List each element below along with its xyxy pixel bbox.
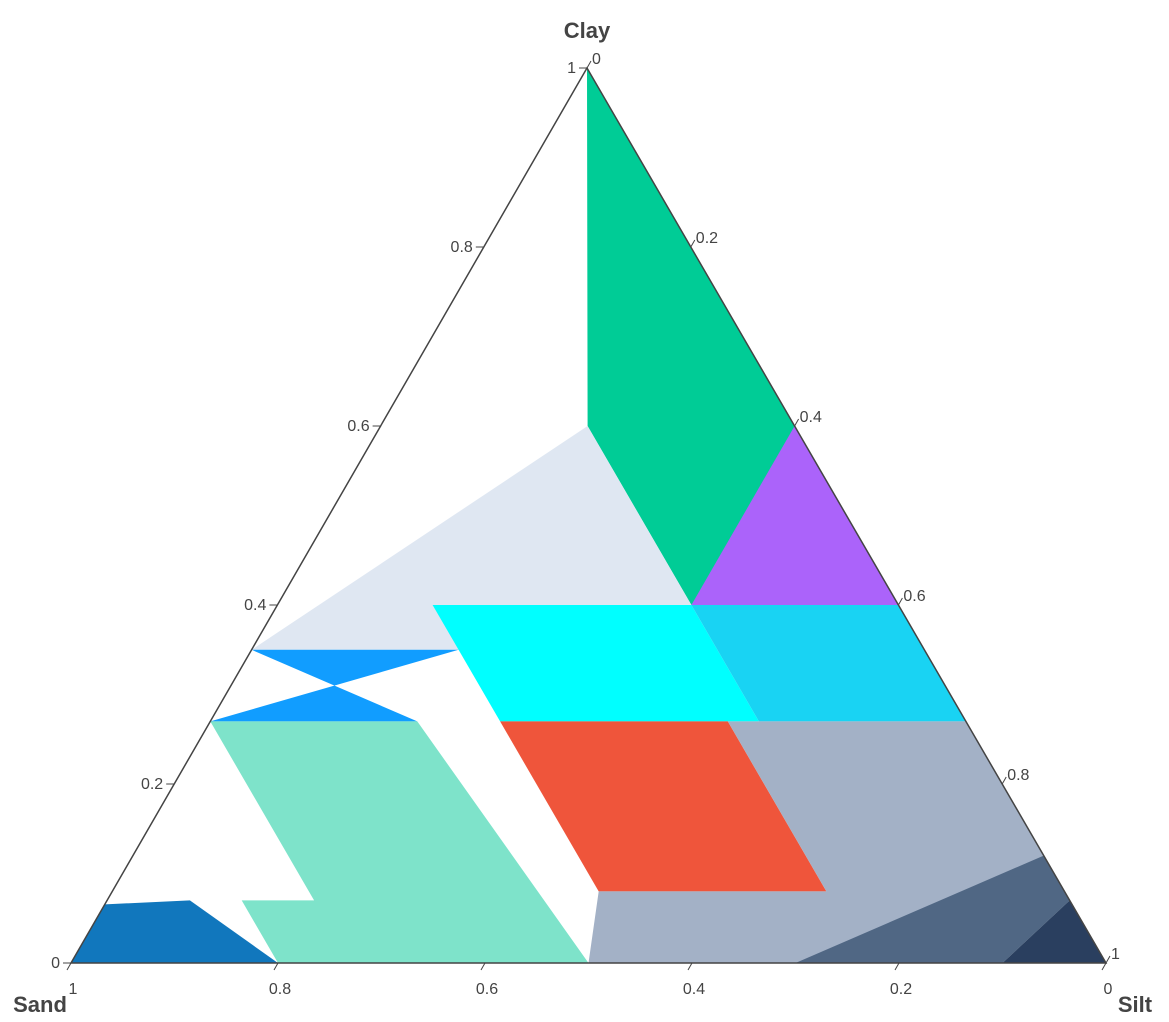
axis-title-sand: Sand xyxy=(13,992,67,1017)
silt-tick-mark xyxy=(1001,776,1007,785)
clay-tick-label: 0.4 xyxy=(244,597,266,614)
sand-tick-mark xyxy=(687,962,693,971)
clay-tick-label: 0.2 xyxy=(141,776,163,793)
region-silt xyxy=(795,855,1070,963)
silt-tick-mark xyxy=(690,239,696,248)
region-sandy-clay-loam xyxy=(210,649,459,722)
sand-tick-label: 0.8 xyxy=(269,981,291,998)
silt-tick-label: 0 xyxy=(592,51,601,68)
silt-tick-mark xyxy=(897,597,903,606)
soil-regions xyxy=(71,68,1106,963)
triangle-outline xyxy=(69,66,1108,964)
axis-title-silt: Silt xyxy=(1118,992,1153,1017)
region-loamy-sand xyxy=(71,900,278,963)
axis-title-clay: Clay xyxy=(564,18,611,43)
silt-tick-mark xyxy=(1105,955,1111,964)
silt-tick-label: 0.6 xyxy=(903,588,925,605)
region-sandy-loam xyxy=(210,721,589,963)
region-silty-clay-loam xyxy=(691,605,966,722)
tick-group: 0 0 0 0.2 0.2 0.2 0.4 0.4 0.4 0.6 0.6 0.6 0.8 0.8 0.8 1… xyxy=(51,51,1120,998)
clay-tick-label: 0.6 xyxy=(347,418,369,435)
silt-tick-label: 0.2 xyxy=(696,230,718,247)
sand-tick-mark xyxy=(66,962,72,971)
silt-tick-label: 0.8 xyxy=(1007,767,1029,784)
clay-tick-label: 1 xyxy=(567,60,576,77)
region-silt-loam xyxy=(588,721,1044,963)
sand-tick-label: 0 xyxy=(1104,981,1113,998)
region-silty-clay xyxy=(691,426,899,605)
sand-tick-mark xyxy=(894,962,900,971)
clay-tick-label: 0.8 xyxy=(451,239,473,256)
sand-tick-mark xyxy=(273,962,279,971)
sand-tick-label: 0.2 xyxy=(890,981,912,998)
region-loam xyxy=(500,721,827,892)
region-sandy-clay xyxy=(251,426,692,650)
silt-tick-label: 1 xyxy=(1111,946,1120,963)
region-silt-pure xyxy=(1002,900,1106,963)
sand-tick-label: 0.6 xyxy=(476,981,498,998)
sand-tick-mark xyxy=(480,962,486,971)
sand-tick-label: 0.4 xyxy=(683,981,705,998)
silt-tick-mark xyxy=(586,60,592,69)
sand-tick-label: 1 xyxy=(69,981,78,998)
region-clay-loam xyxy=(432,605,759,722)
silt-tick-mark xyxy=(794,418,800,427)
silt-tick-label: 0.4 xyxy=(800,409,822,426)
sand-tick-mark xyxy=(1101,962,1107,971)
clay-tick-label: 0 xyxy=(51,955,60,972)
region-clay xyxy=(587,68,899,605)
triangle-frame xyxy=(69,66,1108,964)
